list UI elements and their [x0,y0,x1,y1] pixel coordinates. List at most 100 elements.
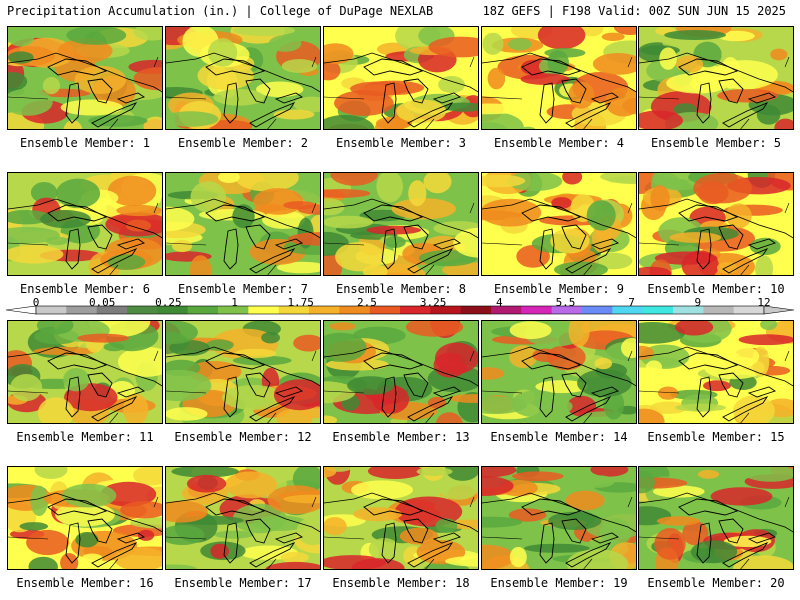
border-line [8,346,162,387]
precip-blob [547,344,586,371]
state-line [8,56,159,129]
colorbar-right-arrow [763,305,795,315]
precip-blob [639,470,655,494]
great-lake-outline [696,522,712,564]
border-line [8,52,162,93]
colorbar-segment [96,306,128,314]
colorbar-left-arrow [5,305,37,315]
precip-blob [324,43,354,64]
great-lake-outline [590,386,620,398]
precip-blob [664,30,726,40]
precip-blob [186,474,227,493]
border-line [324,492,478,533]
precip-map [8,467,162,569]
border-line [482,52,636,93]
precip-blob [760,321,778,330]
precip-blob [443,102,478,112]
precip-blob [166,564,197,569]
precip-blob [252,515,308,531]
precip-blob [586,200,616,231]
great-lake-outline [407,102,454,128]
great-lake-outline [403,518,429,544]
great-lake-outline [678,204,739,222]
great-lake-outline [363,58,424,76]
precip-blob [171,467,239,478]
precip-blob [391,198,456,220]
great-lake-outline [249,396,296,422]
precip-blob [487,67,506,90]
precip-blob [507,38,532,51]
state-line [324,350,475,423]
precip-blob [482,32,504,55]
state-line [166,202,317,275]
border-line [166,492,320,533]
great-lake-outline [65,376,81,418]
great-lake-outline [722,542,769,568]
colorbar-segment [551,306,583,314]
state-line [166,56,317,129]
ensemble-map-panel [323,26,479,130]
precip-blob [273,379,320,411]
precip-blob [114,547,162,569]
ensemble-map-panel [481,26,637,130]
precip-blob [551,197,572,209]
colorbar-segment [400,306,431,314]
precip-blob [30,182,58,203]
great-lake-outline [65,522,81,564]
colorbar-tick-label: 12 [757,296,771,309]
precip-blob [693,173,752,204]
precip-blob [55,502,115,527]
great-lake-outline [87,372,113,398]
precip-blob [324,189,371,198]
precip-blob [280,551,309,563]
precip-blob [639,266,672,275]
precip-blob [261,332,280,344]
precip-blob [654,528,686,560]
ensemble-member-label: Ensemble Member: 12 [174,430,312,444]
precip-blob [375,116,412,129]
precip-blob [125,219,152,232]
colorbar-segment [582,306,613,314]
great-lake-outline [87,224,113,250]
ensemble-map-panel [165,26,321,130]
colorbar-segment [127,306,158,314]
great-lake-outline [47,58,108,76]
great-lake-outline [274,386,304,398]
precip-blob [77,333,129,343]
precip-blob [81,553,103,564]
precip-blob [445,555,478,567]
precip-blob [590,467,629,477]
border-line [639,492,793,533]
precip-blob [605,87,636,117]
ensemble-member-label: Ensemble Member: 11 [16,430,154,444]
ensemble-member-label: Ensemble Member: 1 [19,136,151,150]
precip-blob [438,476,478,500]
precip-blob [34,467,68,479]
precip-blob [130,517,162,529]
precip-blob [532,348,560,362]
great-lake-outline [747,386,777,398]
great-lake-outline [565,102,612,128]
model-run-info: 18Z GEFS | F198 Valid: 00Z SUN JUN 15 20… [482,4,786,18]
border-line [482,346,636,387]
precip-blob [8,51,34,64]
precip-blob [63,120,83,129]
precip-blob [639,110,683,129]
great-lake-outline [381,522,397,564]
precip-blob [711,60,778,90]
great-lake-outline [565,248,612,274]
precip-map [324,321,478,423]
ensemble-member-label: Ensemble Member: 9 [493,282,625,296]
border-line [166,52,320,93]
great-lake-outline [565,396,612,422]
colorbar-tick-label: 1 [231,296,238,309]
precip-blob [568,321,590,347]
precip-blob [435,518,458,533]
precip-blob [756,104,781,125]
great-lake-outline [205,204,266,222]
border-line [324,52,478,93]
state-line [639,56,790,129]
precip-blob [133,467,162,486]
colorbar-segment [218,306,249,314]
precip-blob [568,81,595,109]
